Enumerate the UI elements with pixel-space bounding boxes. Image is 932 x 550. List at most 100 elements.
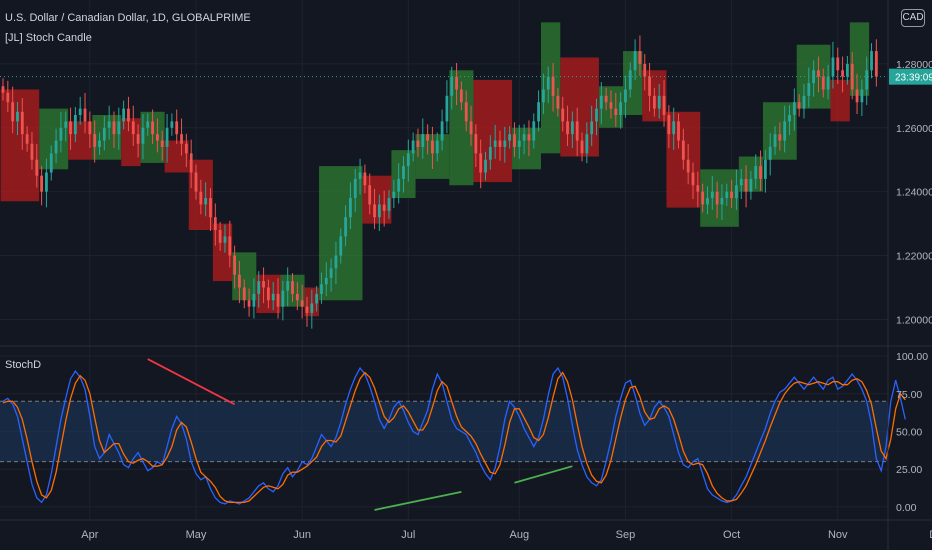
bear-candle [561, 108, 565, 122]
bull-candle [435, 140, 439, 154]
bull-candle [706, 198, 709, 205]
bull-candle [788, 115, 791, 122]
bear-candle [681, 140, 685, 160]
bear-candle [821, 76, 825, 90]
bear-candle [744, 178, 748, 192]
bear-candle [160, 140, 164, 147]
bear-candle [242, 287, 246, 301]
bear-candle [677, 121, 680, 141]
bull-box [623, 51, 643, 115]
bull-candle [406, 153, 410, 167]
price-tick-label: 1.20000 [896, 314, 932, 326]
bear-candle [295, 293, 299, 301]
bear-candle [300, 300, 304, 307]
bear-candle [701, 191, 705, 205]
bear-candle [730, 191, 733, 199]
bull-candle [320, 284, 323, 294]
price-tick-label: 1.26000 [896, 123, 932, 135]
bear-candle [136, 134, 140, 144]
bull-candle [812, 70, 816, 84]
bull-candle [537, 102, 540, 122]
bear-candle [199, 191, 203, 205]
bear-candle [643, 63, 647, 77]
bull-candle [402, 166, 405, 179]
bull-candle [16, 111, 19, 122]
currency-badge[interactable]: CAD [901, 9, 925, 27]
bear-candle [382, 204, 386, 211]
bear-candle [652, 95, 656, 109]
bull-candle [387, 198, 391, 211]
bull-box [92, 115, 122, 160]
bear-candle [455, 76, 458, 90]
bull-candle [484, 159, 487, 173]
bull-candle [64, 121, 68, 128]
bull-candle [802, 95, 806, 109]
bull-candle [450, 76, 454, 96]
bear-candle [667, 115, 671, 135]
last-price-time: 23:39:09 [895, 73, 932, 84]
bull-candle [344, 217, 347, 237]
bear-candle [638, 51, 642, 64]
bear-candle [459, 89, 463, 103]
bull-candle [522, 134, 526, 141]
bear-candle [25, 134, 29, 144]
bear-candle [363, 172, 367, 186]
bull-candle [122, 108, 126, 122]
bull-candle [585, 134, 589, 154]
bear-candle [426, 134, 430, 141]
time-tick-label: Nov [828, 529, 848, 541]
bull-candle [286, 281, 290, 291]
stoch-tick-label: 50.00 [896, 426, 922, 438]
bear-candle [662, 95, 666, 115]
bear-candle [127, 108, 130, 122]
bear-candle [431, 140, 434, 154]
indicator-label-stoch[interactable]: StochD [5, 359, 42, 371]
bull-candle [763, 159, 767, 179]
bear-candle [474, 134, 478, 154]
bear-candle [305, 306, 309, 314]
bear-candle [817, 70, 820, 77]
bear-candle [194, 172, 198, 192]
bull-candle [271, 293, 275, 301]
bull-candle [397, 178, 401, 192]
bull-candle [204, 198, 208, 205]
bear-candle [498, 140, 502, 147]
bull-candle [739, 178, 743, 186]
bull-candle [517, 140, 521, 147]
bull-box [39, 108, 69, 170]
bear-candle [30, 143, 34, 160]
bear-candle [247, 300, 251, 307]
bull-candle [339, 236, 343, 256]
bear-candle [20, 111, 24, 135]
bull-candle [768, 146, 772, 160]
bull-candle [633, 51, 637, 71]
stoch-candle-boxes [0, 22, 870, 317]
bull-candle [324, 277, 328, 285]
bear-candle [189, 153, 193, 173]
bear-candle [112, 121, 116, 135]
price-tick-label: 1.28000 [896, 59, 932, 71]
bear-candle [556, 95, 560, 109]
bear-candle [575, 121, 579, 141]
bull-candle [546, 76, 550, 90]
bear-box [0, 89, 40, 202]
bear-candle [35, 159, 39, 176]
bull-candle [508, 134, 512, 141]
bull-candle [725, 191, 729, 199]
time-tick-label: Dec [929, 529, 932, 541]
bear-candle [6, 92, 10, 103]
bull-candle [392, 191, 396, 199]
bear-candle [175, 121, 179, 135]
bull-candle [542, 89, 545, 103]
bull-candle [590, 121, 594, 135]
indicator-label-main[interactable]: [JL] Stoch Candle [5, 32, 92, 44]
bull-candle [445, 95, 449, 122]
bull-candle [735, 185, 738, 199]
last-price-tag [889, 68, 932, 85]
bear-candle [416, 140, 420, 147]
bear-candle [69, 121, 72, 135]
bear-box [830, 79, 850, 122]
bull-candle [599, 95, 603, 109]
